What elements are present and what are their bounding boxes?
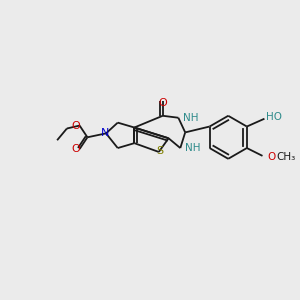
Text: O: O [71, 144, 80, 154]
Text: NH: NH [183, 113, 199, 123]
Text: NH: NH [185, 143, 201, 153]
Text: S: S [156, 146, 163, 156]
Text: CH₃: CH₃ [276, 152, 296, 162]
Text: O: O [267, 152, 276, 162]
Text: HO: HO [266, 112, 282, 122]
Text: N: N [101, 128, 109, 138]
Text: O: O [158, 98, 167, 108]
Text: O: O [71, 121, 80, 130]
